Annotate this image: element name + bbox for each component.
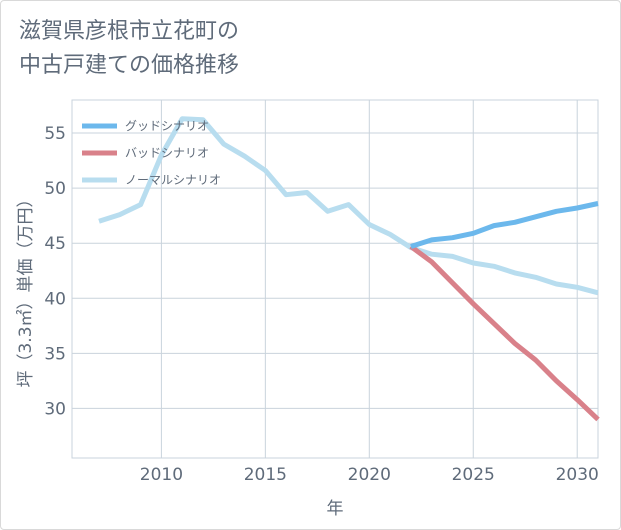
y-tick-label: 50 xyxy=(44,179,66,199)
y-tick-label: 55 xyxy=(44,124,66,144)
plot-border xyxy=(71,99,599,459)
x-axis-label: 年 xyxy=(327,499,344,519)
chart-title-line-1: 滋賀県彦根市立花町の xyxy=(19,19,240,44)
series-line-2 xyxy=(409,244,600,422)
chart-title: 滋賀県彦根市立花町の 中古戸建ての価格推移 xyxy=(19,15,239,83)
x-tick-label: 2030 xyxy=(556,465,599,485)
legend-label: ノーマルシナリオ xyxy=(125,173,221,187)
legend-label: バッドシナリオ xyxy=(125,146,209,160)
x-tick-label: 2015 xyxy=(244,465,287,485)
y-axis-label: 坪（3.3㎡）単価（万円） xyxy=(16,190,36,387)
y-tick-label: 40 xyxy=(44,289,66,309)
y-tick-label: 35 xyxy=(44,344,66,364)
x-tick-label: 2025 xyxy=(452,465,495,485)
y-tick-label: 30 xyxy=(44,399,66,419)
legend-label: グッドシナリオ xyxy=(125,119,209,133)
series-line-1 xyxy=(410,201,599,249)
series-line-3 xyxy=(98,116,599,296)
x-tick-label: 2020 xyxy=(348,465,391,485)
series-lines xyxy=(98,116,600,422)
tick-labels: 2010 2015 2020 2025 2030 30 35 40 45 50 55 xyxy=(44,124,598,485)
x-tick-label: 2010 xyxy=(140,465,183,485)
chart-title-line-2: 中古戸建ての価格推移 xyxy=(19,53,240,78)
y-tick-label: 45 xyxy=(44,234,66,254)
